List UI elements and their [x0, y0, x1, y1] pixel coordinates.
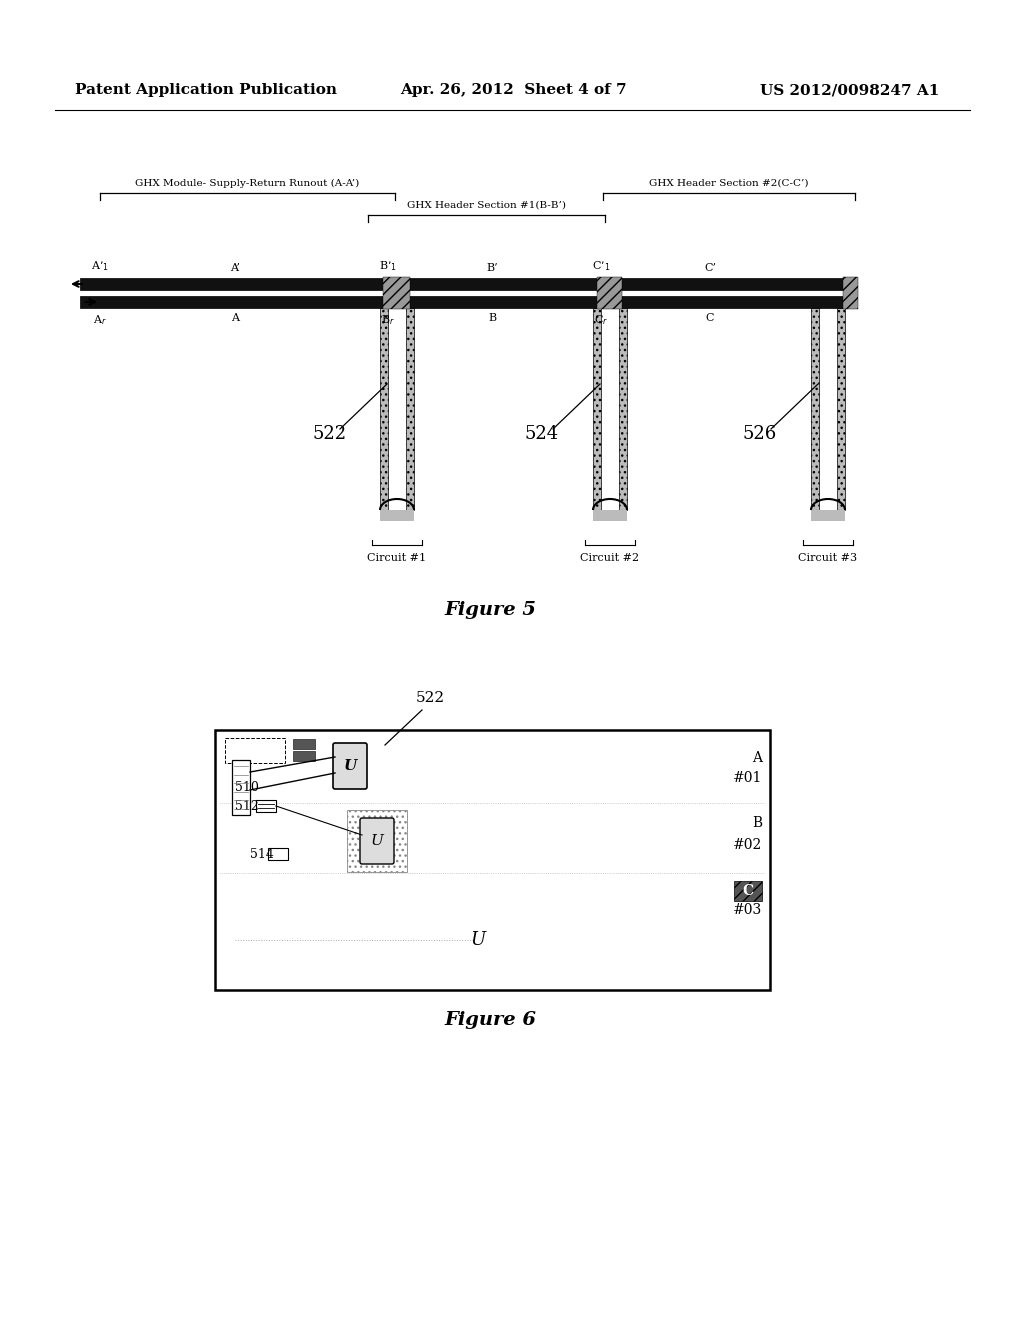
FancyBboxPatch shape: [360, 818, 394, 865]
Text: C’: C’: [705, 263, 716, 273]
Bar: [811, 308, 819, 510]
Text: Patent Application Publication: Patent Application Publication: [75, 83, 337, 96]
Bar: [618, 308, 627, 510]
Text: B: B: [488, 313, 496, 323]
Bar: [80, 296, 855, 308]
Text: 522: 522: [312, 425, 346, 444]
Bar: [383, 277, 410, 309]
Text: GHX Module- Supply-Return Runout (A-A’): GHX Module- Supply-Return Runout (A-A’): [135, 180, 359, 187]
Bar: [225, 738, 285, 763]
Bar: [215, 730, 770, 990]
Text: 524: 524: [525, 425, 559, 444]
Text: A: A: [752, 751, 762, 766]
Text: Circuit #3: Circuit #3: [799, 553, 857, 564]
Text: B’: B’: [486, 263, 498, 273]
Text: Circuit #1: Circuit #1: [368, 553, 427, 564]
Bar: [380, 510, 414, 521]
Bar: [837, 308, 845, 510]
Text: Apr. 26, 2012  Sheet 4 of 7: Apr. 26, 2012 Sheet 4 of 7: [400, 83, 627, 96]
Bar: [232, 760, 250, 814]
Text: C$_r$: C$_r$: [594, 313, 608, 327]
Text: GHX Header Section #2(C-C’): GHX Header Section #2(C-C’): [649, 180, 809, 187]
Bar: [406, 308, 414, 510]
Text: A’$_1$: A’$_1$: [91, 259, 109, 273]
Bar: [734, 880, 762, 902]
Text: B: B: [752, 816, 762, 830]
Text: 514: 514: [250, 847, 273, 861]
Text: A$_r$: A$_r$: [93, 313, 106, 327]
Text: #03: #03: [733, 903, 762, 917]
Bar: [597, 277, 622, 309]
Bar: [268, 847, 288, 861]
Text: A’: A’: [230, 263, 240, 273]
Text: U: U: [343, 759, 356, 774]
Bar: [843, 277, 858, 309]
Bar: [593, 510, 627, 521]
Text: 510: 510: [234, 781, 259, 795]
Text: Circuit #2: Circuit #2: [581, 553, 640, 564]
Text: 526: 526: [743, 425, 777, 444]
Text: Figure 5: Figure 5: [444, 601, 536, 619]
Bar: [293, 751, 315, 762]
Bar: [256, 800, 276, 812]
Bar: [293, 739, 315, 748]
Text: C: C: [706, 313, 715, 323]
Text: US 2012/0098247 A1: US 2012/0098247 A1: [760, 83, 939, 96]
Text: Figure 6: Figure 6: [444, 1011, 536, 1030]
Text: B’$_1$: B’$_1$: [379, 259, 397, 273]
Bar: [593, 308, 601, 510]
Text: 522: 522: [416, 690, 444, 705]
Bar: [80, 279, 855, 290]
Bar: [380, 308, 388, 510]
Text: #01: #01: [732, 771, 762, 785]
Text: C: C: [742, 884, 754, 898]
FancyBboxPatch shape: [333, 743, 367, 789]
Text: GHX Header Section #1(B-B’): GHX Header Section #1(B-B’): [407, 201, 566, 210]
Text: B$_r$: B$_r$: [381, 313, 395, 327]
Text: 512: 512: [234, 800, 259, 813]
Text: U: U: [470, 931, 485, 949]
Text: U: U: [371, 834, 383, 847]
Text: #02: #02: [733, 838, 762, 851]
Bar: [811, 510, 845, 521]
Text: A: A: [231, 313, 239, 323]
Text: C’$_1$: C’$_1$: [592, 259, 610, 273]
